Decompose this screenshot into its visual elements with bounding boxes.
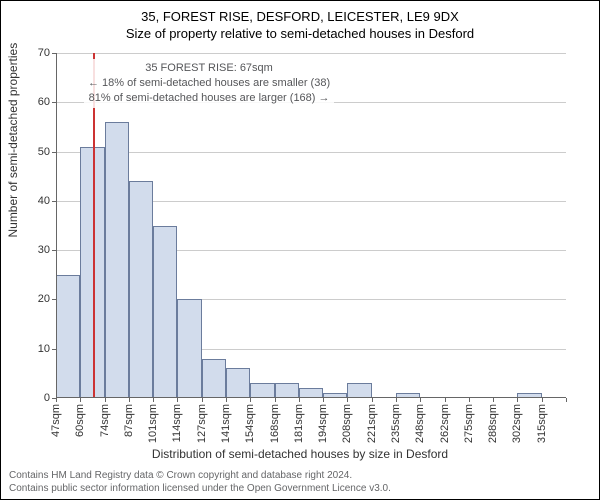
annotation-line3: 81% of semi-detached houses are larger (… [88,91,330,106]
x-tick-label: 208sqm [341,404,353,443]
x-tick-label: 87sqm [123,404,135,437]
footer-line2: Contains public sector information licen… [9,483,391,496]
x-tick-label: 194sqm [317,404,329,443]
x-tick-label: 141sqm [220,404,232,443]
plot-area: 35 FOREST RISE: 67sqm ← 18% of semi-deta… [56,53,566,398]
y-tick-mark [52,349,56,350]
footer-line1: Contains HM Land Registry data © Crown c… [9,470,391,483]
x-tick-mark [445,398,446,402]
x-tick-label: 181sqm [293,404,305,443]
x-tick-mark [177,398,178,402]
x-tick-label: 74sqm [99,404,111,437]
x-tick-mark [202,398,203,402]
x-tick-mark [372,398,373,402]
y-tick-mark [52,299,56,300]
annotation-line1: 35 FOREST RISE: 67sqm [88,61,330,76]
x-tick-mark [542,398,543,402]
x-tick-mark [105,398,106,402]
x-tick-label: 248sqm [414,404,426,443]
x-tick-label: 154sqm [244,404,256,443]
x-tick-label: 101sqm [147,404,159,443]
x-tick-mark [566,398,567,402]
x-tick-mark [323,398,324,402]
y-tick-label: 0 [44,392,50,404]
x-tick-label: 60sqm [74,404,86,437]
annotation-box: 35 FOREST RISE: 67sqm ← 18% of semi-deta… [84,59,334,108]
x-tick-mark [226,398,227,402]
x-tick-mark [275,398,276,402]
x-tick-mark [129,398,130,402]
x-tick-mark [493,398,494,402]
x-tick-label: 127sqm [196,404,208,443]
x-tick-label: 288sqm [487,404,499,443]
x-tick-label: 235sqm [390,404,402,443]
x-tick-label: 275sqm [463,404,475,443]
x-tick-mark [250,398,251,402]
x-tick-mark [56,398,57,402]
chart-subtitle: Size of property relative to semi-detach… [1,24,599,41]
y-tick-mark [52,53,56,54]
annotation-line2: ← 18% of semi-detached houses are smalle… [88,76,330,91]
y-tick-label: 40 [38,195,50,207]
x-tick-mark [347,398,348,402]
x-tick-label: 114sqm [171,404,183,442]
y-tick-label: 30 [38,244,50,256]
y-tick-label: 60 [38,96,50,108]
x-tick-label: 47sqm [50,404,62,437]
x-tick-label: 302sqm [511,404,523,443]
y-tick-mark [52,102,56,103]
x-tick-mark [153,398,154,402]
x-tick-mark [396,398,397,402]
y-tick-mark [52,250,56,251]
y-tick-label: 10 [38,343,50,355]
y-tick-mark [52,201,56,202]
y-axis-label: Number of semi-detached properties [6,43,20,238]
x-tick-mark [80,398,81,402]
x-tick-label: 221sqm [366,404,378,443]
y-tick-mark [52,152,56,153]
x-axis-label: Distribution of semi-detached houses by … [1,447,599,461]
x-tick-mark [299,398,300,402]
y-tick-label: 70 [38,47,50,59]
x-tick-mark [469,398,470,402]
chart-title: 35, FOREST RISE, DESFORD, LEICESTER, LE9… [1,1,599,24]
y-tick-label: 20 [38,293,50,305]
y-tick-label: 50 [38,146,50,158]
chart-container: { "title": "35, FOREST RISE, DESFORD, LE… [0,0,600,500]
x-tick-mark [420,398,421,402]
x-tick-label: 168sqm [269,404,281,443]
x-tick-label: 315sqm [536,404,548,443]
x-tick-mark [517,398,518,402]
x-tick-label: 262sqm [439,404,451,443]
footer-attribution: Contains HM Land Registry data © Crown c… [9,470,391,495]
